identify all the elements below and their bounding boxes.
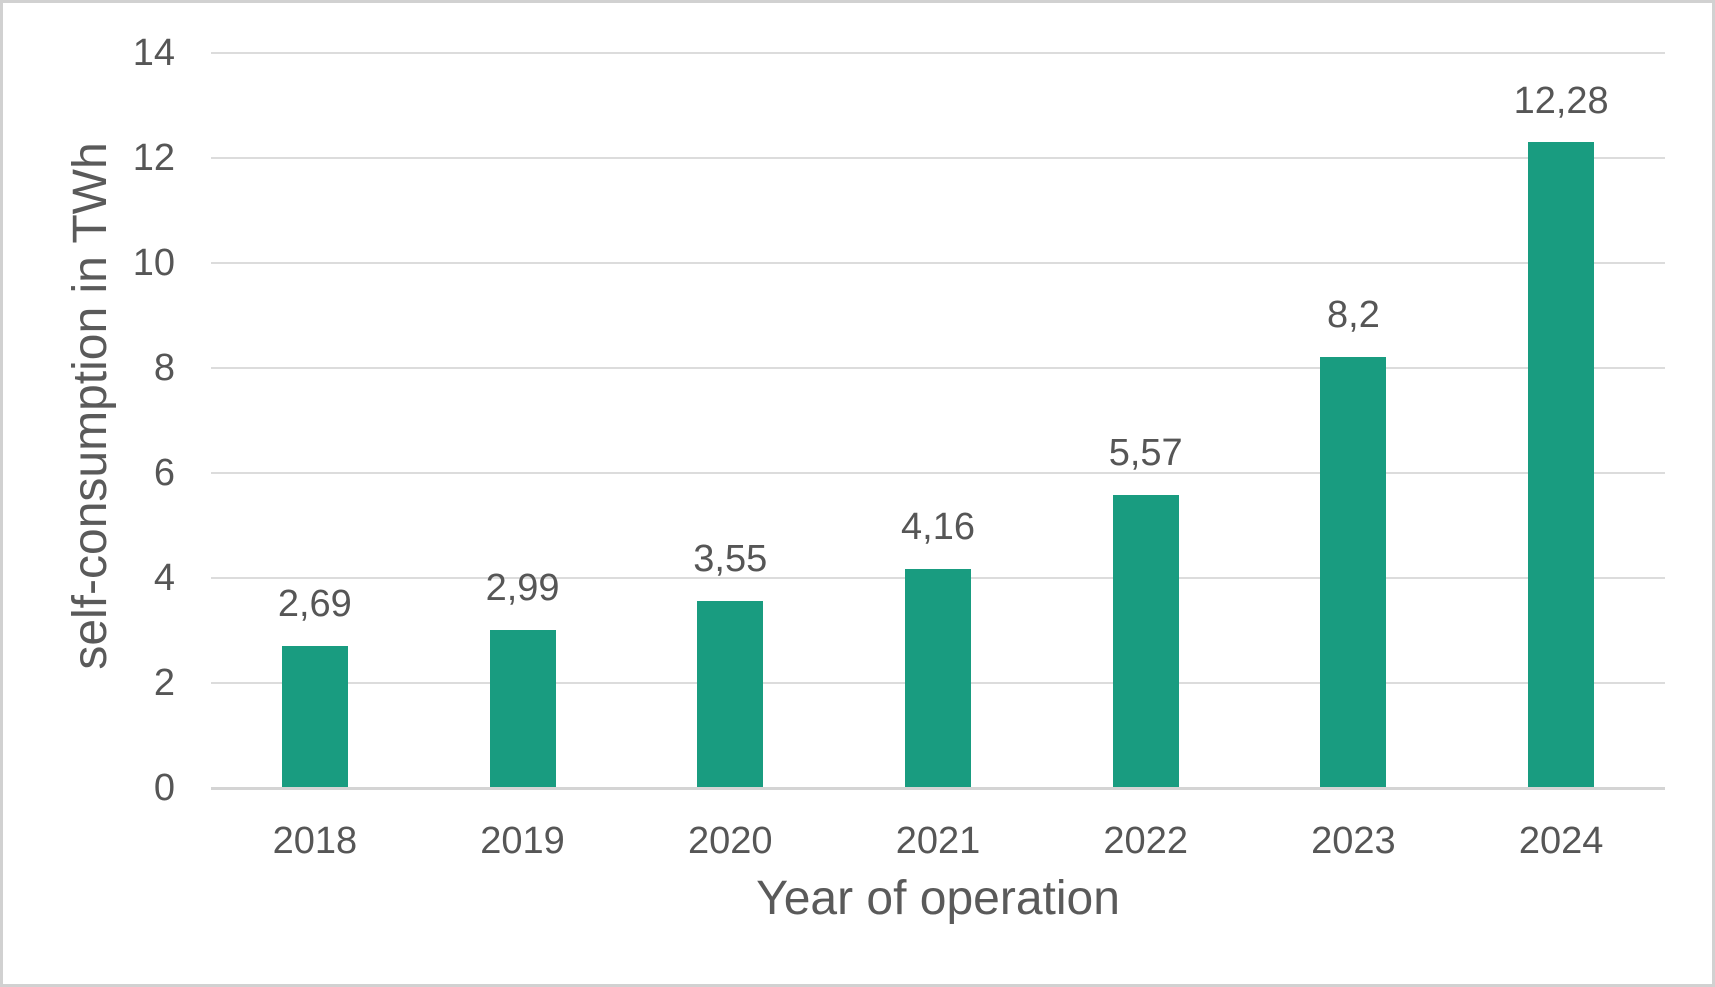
y-tick-label: 10 xyxy=(132,242,175,284)
value-label-2024: 12,28 xyxy=(1513,79,1609,122)
gridline-y-8 xyxy=(211,367,1665,369)
y-tick-label: 0 xyxy=(153,767,175,809)
bar-2018 xyxy=(281,645,348,787)
value-label-2023: 8,2 xyxy=(1327,293,1380,336)
x-tick-label-2022: 2022 xyxy=(1103,820,1188,862)
y-tick-label: 6 xyxy=(153,452,175,494)
bar-2020 xyxy=(697,600,764,787)
x-tick-label-2024: 2024 xyxy=(1518,820,1604,862)
gridline-y-10 xyxy=(211,262,1665,264)
bar-2023 xyxy=(1320,356,1387,787)
gridline-y-14 xyxy=(211,52,1665,54)
x-tick-label-2023: 2023 xyxy=(1311,820,1396,862)
bar-2021 xyxy=(905,568,971,787)
x-tick-label-2019: 2019 xyxy=(480,820,565,862)
y-tick-label: 4 xyxy=(153,557,175,599)
gridline-y-6 xyxy=(211,472,1665,474)
x-axis-title: Year of operation xyxy=(756,872,1120,925)
gridline-y-12 xyxy=(211,157,1665,159)
y-tick-label: 12 xyxy=(132,137,175,179)
value-label-2020: 3,55 xyxy=(693,537,768,580)
value-label-2018: 2,69 xyxy=(277,582,352,625)
value-label-2021: 4,16 xyxy=(901,505,975,548)
value-label-2022: 5,57 xyxy=(1108,431,1183,474)
bar-2022 xyxy=(1112,494,1179,787)
value-label-2019: 2,99 xyxy=(485,567,560,610)
y-tick-label: 8 xyxy=(153,347,175,389)
x-axis-line xyxy=(211,787,1665,790)
bar-2019 xyxy=(489,630,556,787)
y-tick-label: 2 xyxy=(153,662,175,704)
y-tick-label: 14 xyxy=(132,32,175,74)
plot-area: 2,69 2,99 3,55 4,16 5,57 8,2 12,28 xyxy=(211,52,1665,790)
x-tick-label-2018: 2018 xyxy=(272,820,358,862)
x-tick-label-2020: 2020 xyxy=(688,820,773,862)
bar-2024 xyxy=(1528,142,1595,787)
x-tick-label-2021: 2021 xyxy=(895,820,981,862)
